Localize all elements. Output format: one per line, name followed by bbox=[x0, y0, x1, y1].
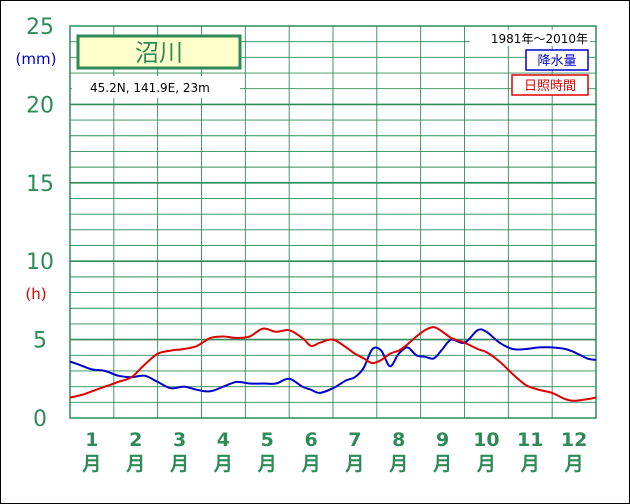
x-tick-unit: 月 bbox=[564, 453, 584, 475]
legend-sunshine-box bbox=[511, 74, 589, 96]
y-unit-precip: (mm) bbox=[16, 50, 57, 68]
x-tick-unit: 月 bbox=[213, 453, 233, 475]
coords-background bbox=[72, 76, 240, 98]
x-tick-label: 5 bbox=[261, 429, 274, 451]
x-tick-unit: 月 bbox=[432, 453, 452, 475]
series-lines bbox=[69, 326, 597, 402]
plot-border bbox=[69, 25, 597, 419]
y-tick-label: 10 bbox=[26, 250, 54, 275]
period-background bbox=[470, 30, 590, 46]
x-tick-label: 11 bbox=[517, 429, 543, 451]
x-tick-unit: 月 bbox=[344, 453, 364, 475]
y-tick-label: 15 bbox=[26, 172, 54, 197]
x-tick-label: 10 bbox=[473, 429, 499, 451]
station-title-box bbox=[76, 34, 242, 70]
x-tick-label: 6 bbox=[304, 429, 317, 451]
period-label: 1981年〜2010年 bbox=[491, 32, 588, 46]
x-tick-label: 1 bbox=[85, 429, 98, 451]
x-tick-label: 4 bbox=[217, 429, 230, 451]
station-title: 沼川 bbox=[135, 39, 183, 67]
x-tick-unit: 月 bbox=[301, 453, 321, 475]
y-tick-label: 20 bbox=[26, 93, 54, 118]
x-tick-unit: 月 bbox=[388, 453, 408, 475]
x-tick-label: 8 bbox=[392, 429, 405, 451]
legend-sunshine-label: 日照時間 bbox=[524, 79, 576, 94]
legend-precip-box bbox=[525, 49, 589, 71]
precip-line bbox=[69, 328, 597, 394]
x-tick-unit: 月 bbox=[169, 453, 189, 475]
legend-precip-label: 降水量 bbox=[537, 54, 576, 69]
x-tick-unit: 月 bbox=[257, 453, 277, 475]
y-tick-label: 25 bbox=[26, 15, 54, 40]
x-tick-label: 3 bbox=[173, 429, 186, 451]
x-tick-unit: 月 bbox=[520, 453, 540, 475]
station-coords: 45.2N, 141.9E, 23m bbox=[90, 81, 210, 95]
y-tick-label: 5 bbox=[33, 329, 47, 354]
x-tick-unit: 月 bbox=[476, 453, 496, 475]
x-tick-unit: 月 bbox=[81, 453, 101, 475]
x-tick-label: 12 bbox=[561, 429, 587, 451]
y-tick-label: 0 bbox=[33, 407, 47, 432]
y-unit-sunshine: (h) bbox=[25, 285, 46, 303]
x-tick-unit: 月 bbox=[125, 453, 145, 475]
x-tick-label: 9 bbox=[436, 429, 449, 451]
x-tick-label: 7 bbox=[348, 429, 361, 451]
x-tick-label: 2 bbox=[129, 429, 142, 451]
y-axis-ticks: 0 5 10 15 20 25 bbox=[26, 15, 54, 432]
sunshine-line bbox=[69, 326, 597, 402]
